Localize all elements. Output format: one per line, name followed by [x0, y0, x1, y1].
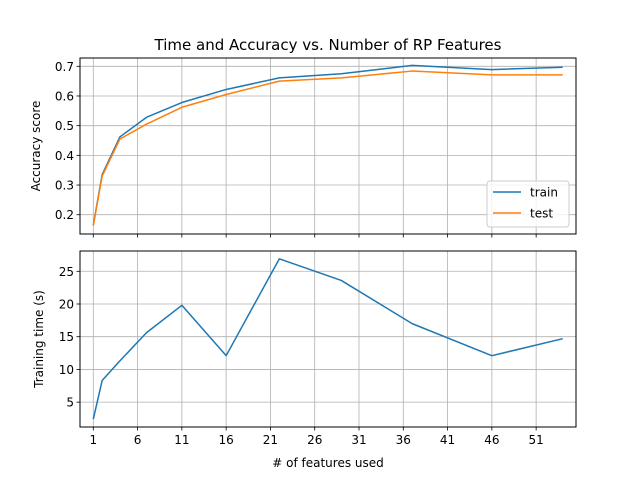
x-tick-label: 51	[529, 433, 544, 447]
y-tick-label: 20	[59, 297, 74, 311]
training-time-line	[92, 258, 563, 420]
y-tick-label: 25	[59, 265, 74, 279]
training-time-y-axis-label: Training time (s)	[32, 290, 46, 389]
legend-train-label: train	[530, 186, 558, 200]
accuracy-y-axis-label: Accuracy score	[29, 101, 43, 192]
y-tick-label: 0.7	[55, 60, 74, 74]
accuracy-axes-frame	[79, 57, 577, 235]
x-tick-label: 46	[484, 433, 499, 447]
y-tick-label: 0.2	[55, 208, 74, 222]
accuracy-series	[92, 64, 563, 226]
y-tick-label: 0.3	[55, 179, 74, 193]
x-tick-label: 21	[263, 433, 278, 447]
x-tick-label: 36	[396, 433, 411, 447]
y-tick-label: 5	[66, 396, 74, 410]
training-time-grid	[80, 251, 576, 427]
legend: train test	[486, 180, 570, 228]
x-tick-label: 26	[307, 433, 322, 447]
accuracy-train-line	[92, 64, 563, 226]
y-tick-label: 15	[59, 330, 74, 344]
y-tick-label: 0.6	[55, 89, 74, 103]
y-tick-label: 10	[59, 363, 74, 377]
x-tick-label: 6	[134, 433, 142, 447]
accuracy-ticks: 0.2 0.3 0.4 0.5 0.6 0.7	[55, 60, 537, 238]
x-tick-label: 11	[174, 433, 189, 447]
training-time-series	[92, 258, 563, 420]
x-axis-label: # of features used	[272, 456, 384, 470]
y-tick-label: 0.5	[55, 119, 74, 133]
y-tick-label: 0.4	[55, 149, 74, 163]
x-tick-label: 41	[440, 433, 455, 447]
accuracy-test-line	[92, 70, 563, 226]
x-tick-label: 31	[351, 433, 366, 447]
training-time-axes-frame	[79, 250, 577, 428]
legend-test-label: test	[530, 207, 553, 221]
chart-title: Time and Accuracy vs. Number of RP Featu…	[154, 36, 502, 54]
x-tick-label: 16	[219, 433, 234, 447]
accuracy-axes: 0.2 0.3 0.4 0.5 0.6 0.7 Accuracy score train …	[29, 57, 577, 238]
x-tick-label: 1	[89, 433, 97, 447]
